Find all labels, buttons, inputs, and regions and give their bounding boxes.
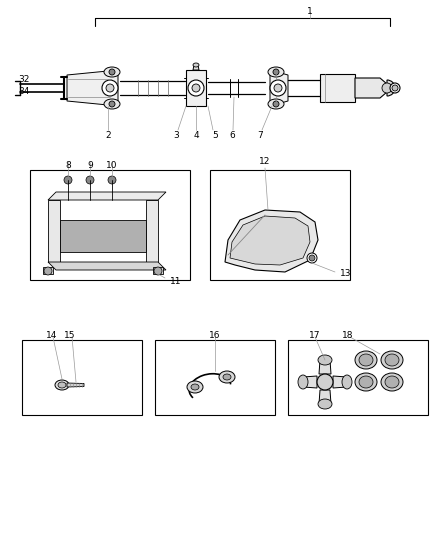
Text: 17: 17 [309,330,321,340]
Text: 7: 7 [257,132,263,141]
Bar [30,170,190,280]
Ellipse shape [106,84,114,92]
Ellipse shape [109,69,115,75]
Ellipse shape [355,373,377,391]
Ellipse shape [274,84,282,92]
Text: 14: 14 [46,330,58,340]
Polygon shape [153,267,163,274]
Ellipse shape [298,375,308,389]
Text: 12: 12 [259,157,271,166]
Ellipse shape [381,351,403,369]
Text: 15: 15 [64,330,76,340]
Text: 8: 8 [65,160,71,169]
Polygon shape [319,360,331,374]
Polygon shape [355,78,387,98]
Ellipse shape [193,63,199,67]
Ellipse shape [342,375,352,389]
Bar [210,170,350,280]
Text: 9: 9 [87,160,93,169]
Ellipse shape [385,354,399,366]
Ellipse shape [192,84,200,92]
Ellipse shape [307,253,317,263]
Ellipse shape [64,176,72,184]
Text: 5: 5 [212,132,218,141]
Ellipse shape [188,80,204,96]
Text: 1: 1 [307,7,313,17]
Polygon shape [60,220,146,252]
Polygon shape [225,210,318,272]
Wedge shape [387,80,395,96]
Polygon shape [67,70,118,106]
Polygon shape [303,376,317,388]
Ellipse shape [381,373,403,391]
Text: 3: 3 [173,132,179,141]
Ellipse shape [318,355,332,365]
Ellipse shape [382,83,392,93]
Ellipse shape [109,101,115,107]
Ellipse shape [359,376,373,388]
Ellipse shape [154,267,162,275]
Text: 10: 10 [106,160,118,169]
Ellipse shape [219,371,235,383]
Ellipse shape [268,99,284,109]
Polygon shape [43,267,53,274]
Ellipse shape [104,67,120,77]
Ellipse shape [385,376,399,388]
Ellipse shape [191,384,199,390]
Polygon shape [67,383,84,387]
Polygon shape [320,74,355,102]
Ellipse shape [86,176,94,184]
Polygon shape [186,70,206,106]
Ellipse shape [44,267,52,275]
Text: 34: 34 [18,86,29,95]
Polygon shape [48,262,166,270]
Ellipse shape [268,67,284,77]
Ellipse shape [108,176,116,184]
Polygon shape [319,390,331,404]
Ellipse shape [55,380,69,390]
Ellipse shape [317,374,333,390]
Polygon shape [333,376,347,388]
Ellipse shape [318,399,332,409]
Ellipse shape [273,101,279,107]
Bar [155,340,275,415]
Polygon shape [146,200,158,262]
Ellipse shape [392,85,398,91]
Ellipse shape [355,351,377,369]
Bar [22,340,142,415]
Ellipse shape [102,80,118,96]
Text: 11: 11 [170,277,181,286]
Polygon shape [230,216,310,265]
Polygon shape [48,192,166,200]
Ellipse shape [187,381,203,393]
Text: 6: 6 [229,132,235,141]
Ellipse shape [390,83,400,93]
Bar [288,340,428,415]
Text: 32: 32 [18,76,29,85]
Ellipse shape [104,99,120,109]
Ellipse shape [270,80,286,96]
Text: 4: 4 [193,132,199,141]
Polygon shape [193,65,199,70]
Text: 16: 16 [209,330,221,340]
Ellipse shape [58,382,66,388]
Text: 13: 13 [340,270,352,279]
Text: 2: 2 [105,132,111,141]
Polygon shape [48,200,60,262]
Ellipse shape [273,69,279,75]
Text: 18: 18 [342,330,354,340]
Ellipse shape [223,374,231,380]
Polygon shape [270,70,288,106]
Ellipse shape [309,255,315,261]
Ellipse shape [359,354,373,366]
